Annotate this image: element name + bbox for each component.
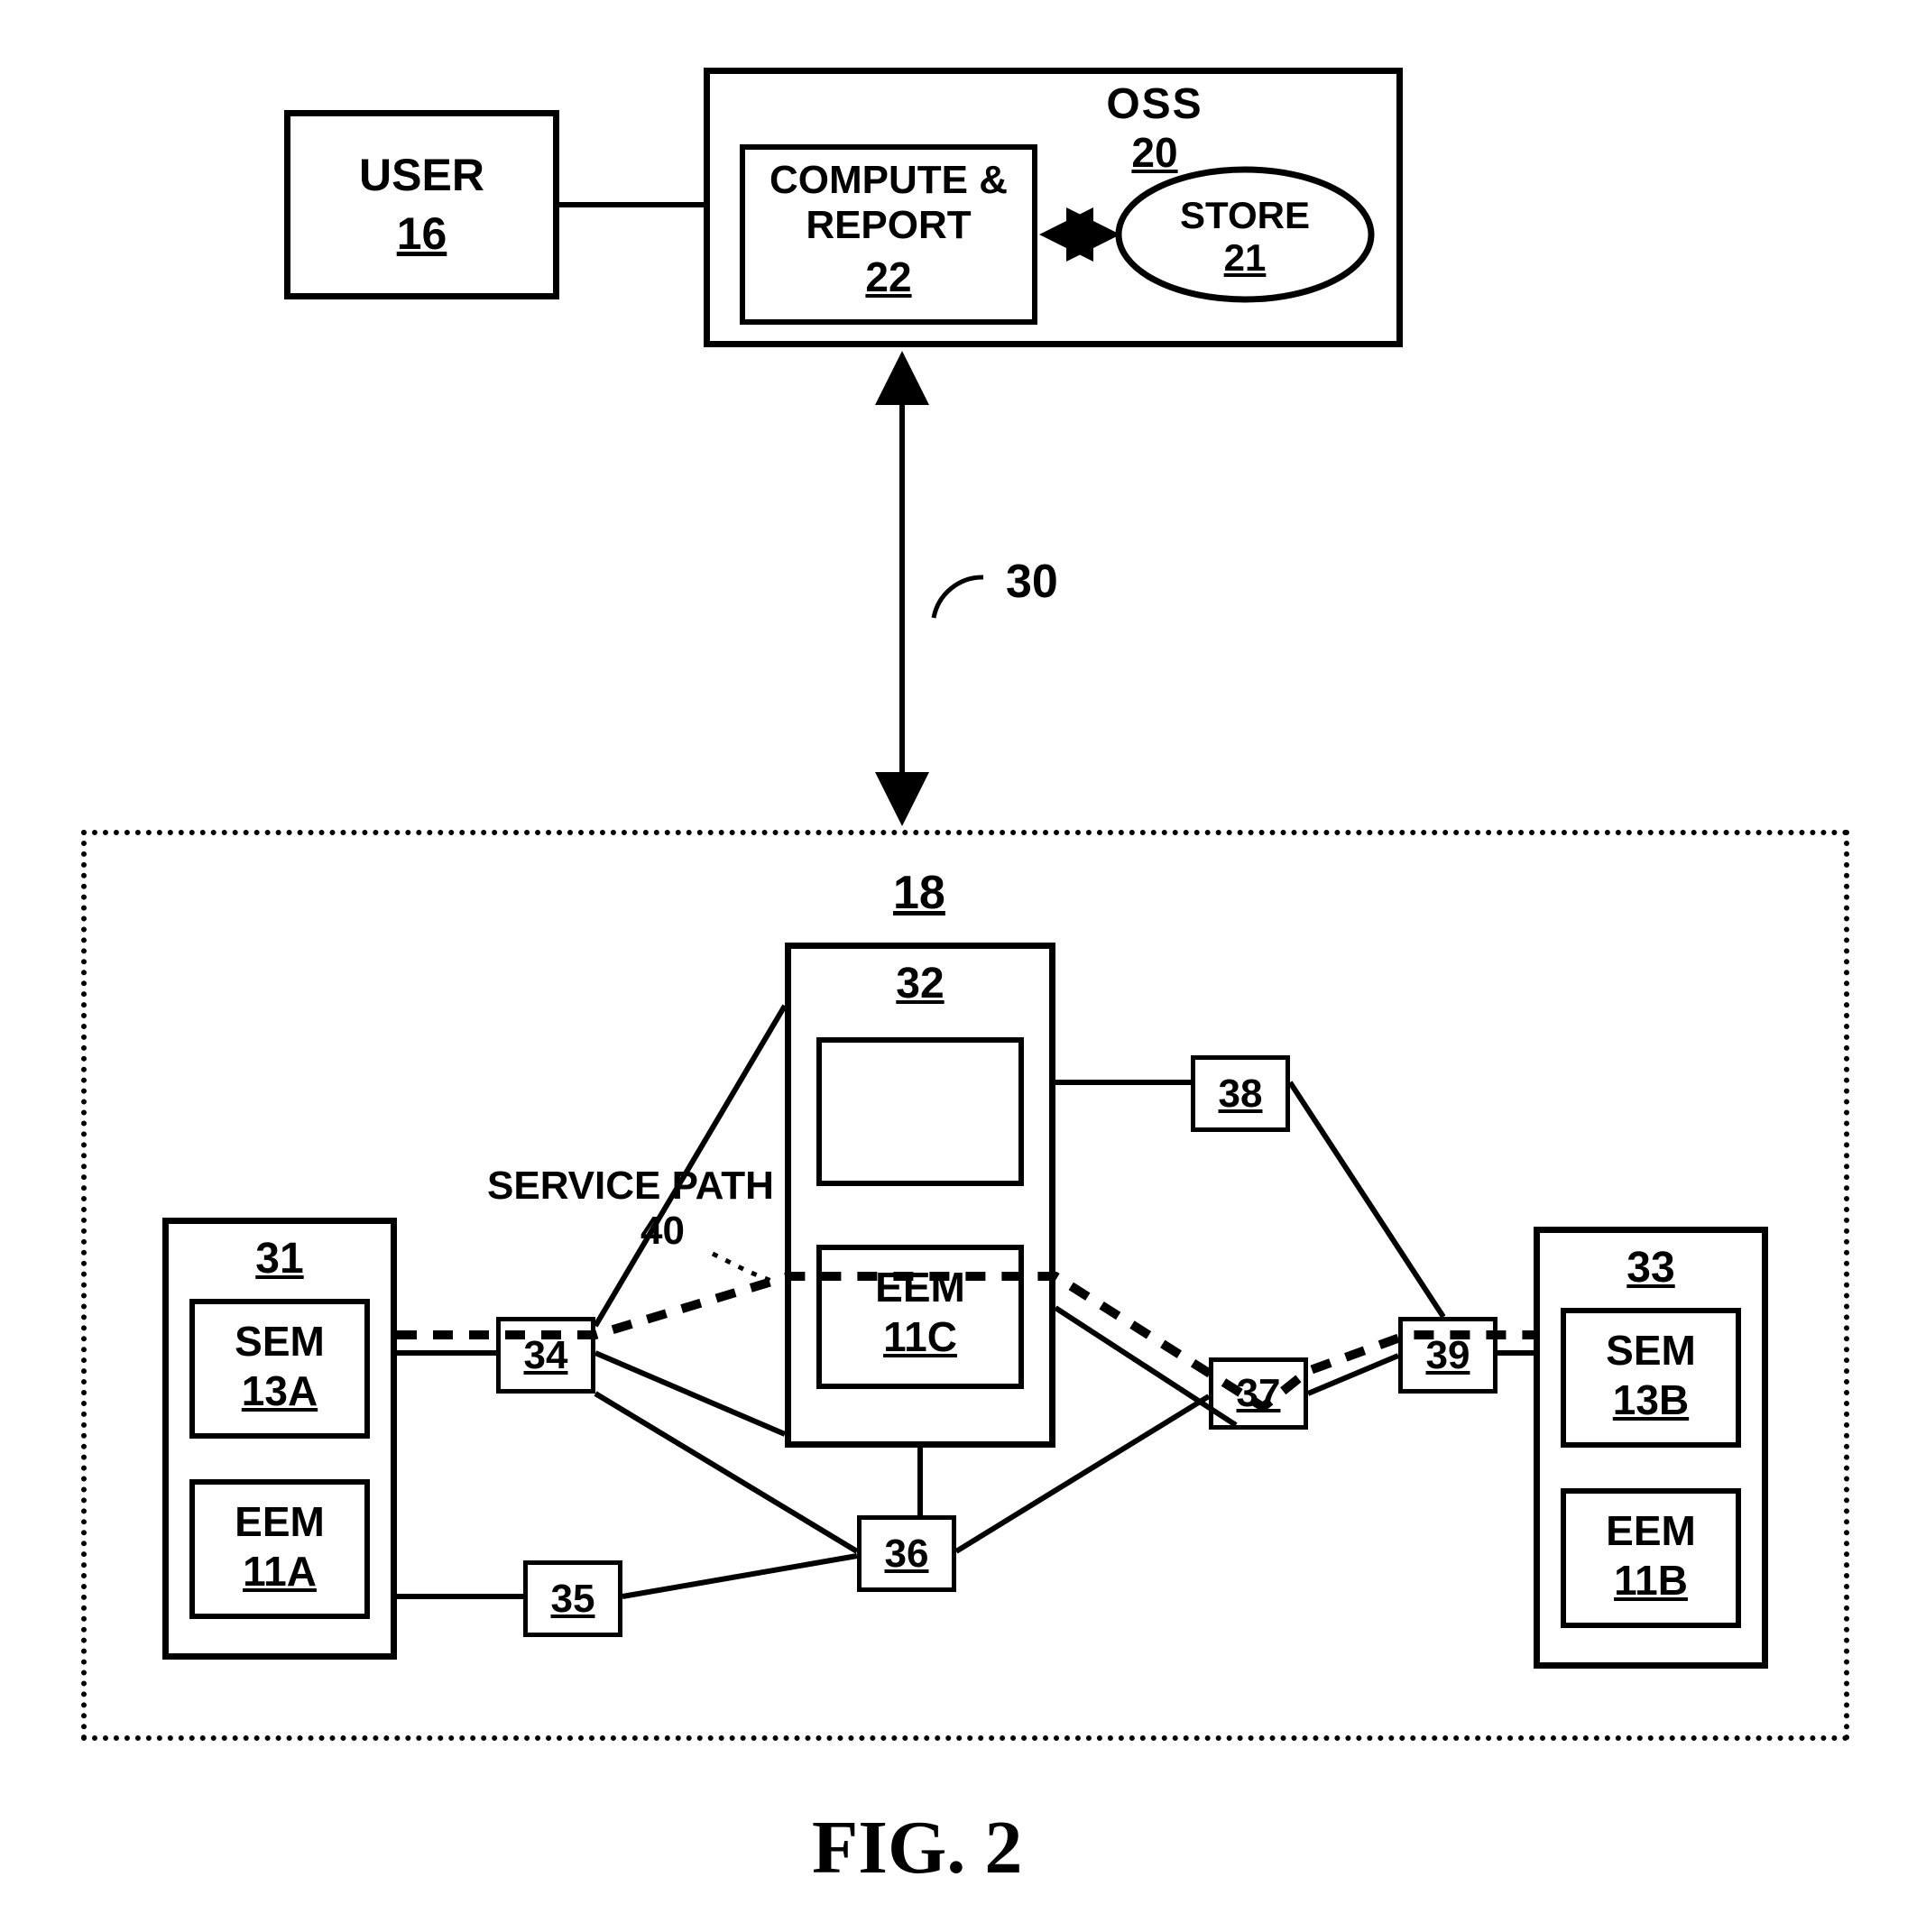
figure-caption: FIG. 2 xyxy=(812,1804,1022,1891)
compute-id: 22 xyxy=(740,253,1037,301)
node-32-eem-title: EEM xyxy=(816,1263,1024,1311)
node-33-eem-title: EEM xyxy=(1561,1506,1741,1555)
node-39-id: 39 xyxy=(1398,1333,1497,1378)
node-33-sem-title: SEM xyxy=(1561,1326,1741,1375)
user-title: USER xyxy=(284,149,559,201)
node-32-id: 32 xyxy=(785,959,1055,1008)
node-31-eem-id: 11A xyxy=(189,1547,370,1596)
node-36-id: 36 xyxy=(857,1532,956,1577)
node-33-eem-id: 11B xyxy=(1561,1556,1741,1605)
link-30-label: 30 xyxy=(1006,555,1058,609)
node-31-eem-title: EEM xyxy=(189,1497,370,1546)
store-id: 21 xyxy=(1146,236,1344,280)
node-31-sem-title: SEM xyxy=(189,1317,370,1366)
node-33-sem-id: 13B xyxy=(1561,1375,1741,1424)
network-id: 18 xyxy=(893,866,945,920)
node-38-id: 38 xyxy=(1191,1072,1290,1117)
node-32-eem-id: 11C xyxy=(816,1312,1024,1361)
service-path-label: SERVICE PATH xyxy=(487,1164,774,1209)
service-path-id: 40 xyxy=(640,1209,685,1254)
oss-title: OSS xyxy=(1064,79,1245,129)
node-37-id: 37 xyxy=(1209,1371,1308,1416)
node-33-id: 33 xyxy=(1534,1243,1768,1293)
user-box xyxy=(284,110,559,299)
node-35-id: 35 xyxy=(523,1577,622,1622)
diagram-canvas: USER 16 OSS 20 COMPUTE & REPORT 22 STORE… xyxy=(0,0,1926,1932)
user-id: 16 xyxy=(284,207,559,260)
node-31-sem-id: 13A xyxy=(189,1366,370,1415)
oss-id: 20 xyxy=(1064,128,1245,177)
node-31-id: 31 xyxy=(162,1234,397,1283)
compute-line1: COMPUTE & xyxy=(740,158,1037,203)
node-34-id: 34 xyxy=(496,1333,595,1378)
store-title: STORE xyxy=(1146,194,1344,237)
compute-line2: REPORT xyxy=(740,203,1037,248)
node-32-empty xyxy=(816,1037,1024,1186)
